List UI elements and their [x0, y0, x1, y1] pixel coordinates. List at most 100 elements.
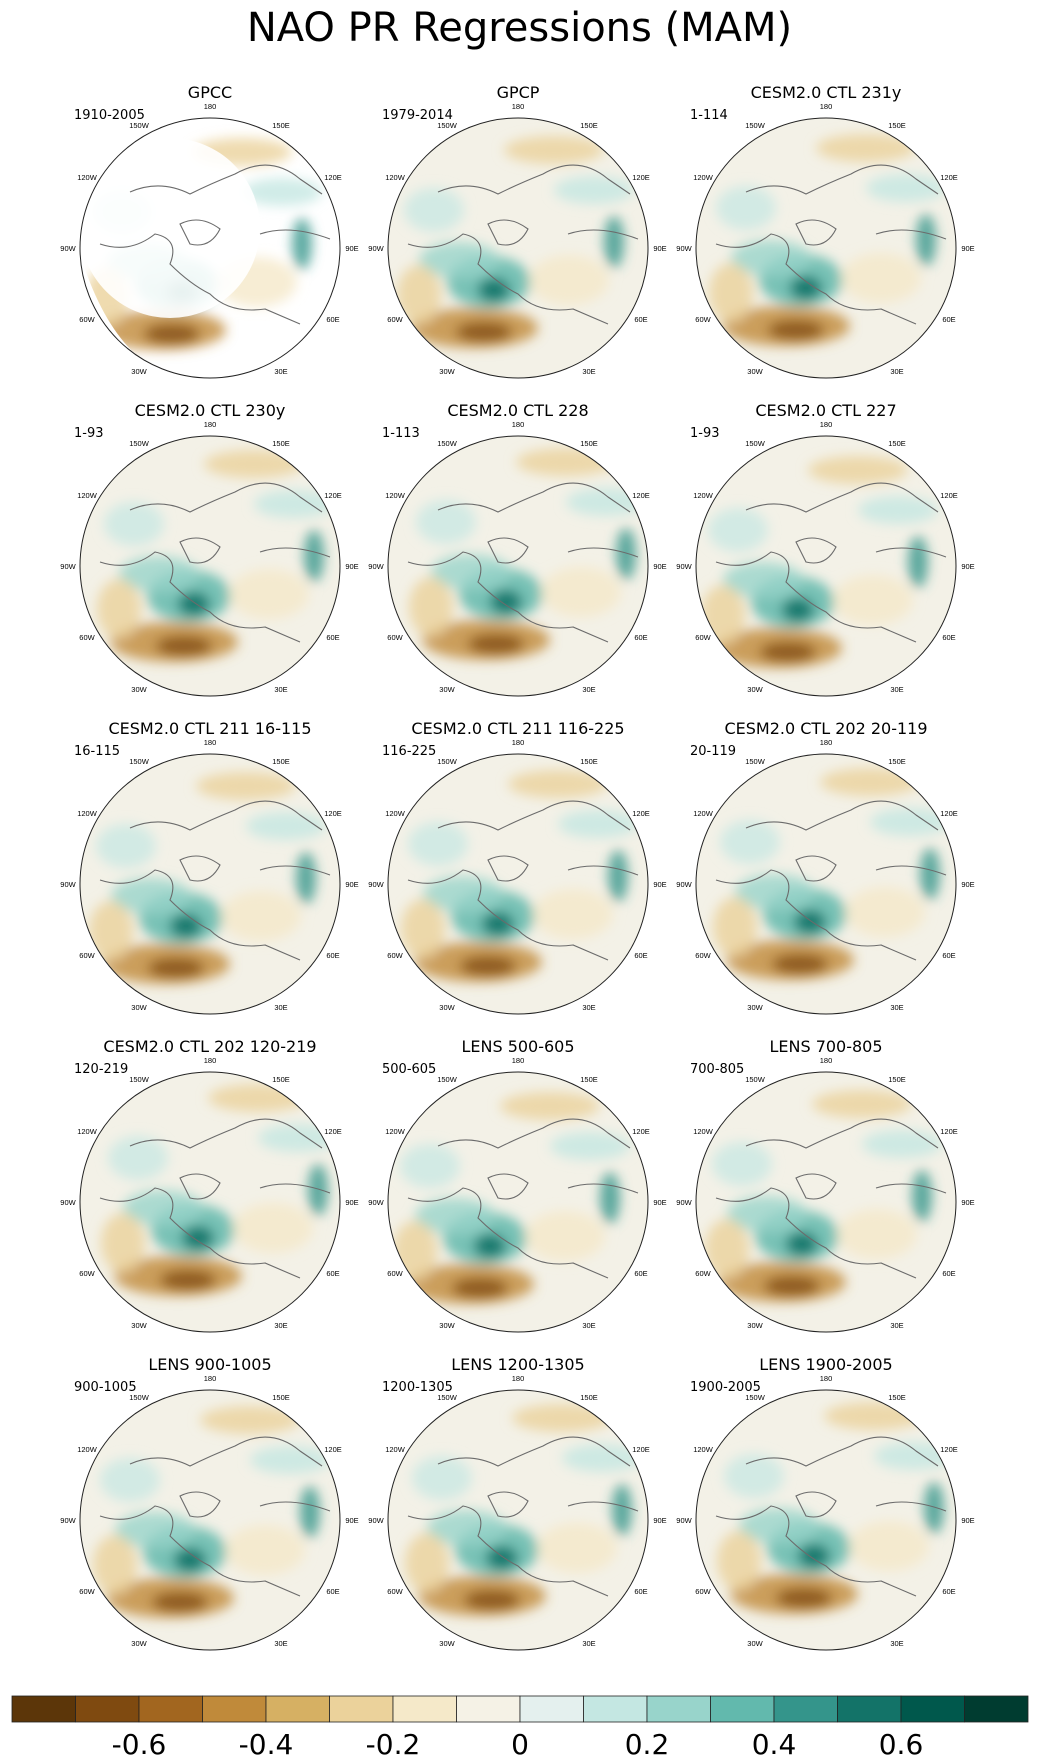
precip-anomaly-shade [401, 899, 445, 959]
longitude-label: 120W [693, 1445, 714, 1454]
longitude-label: 120W [693, 809, 714, 818]
precip-anomaly-shade [533, 889, 613, 939]
longitude-label: 60E [634, 1269, 647, 1278]
colorbar-swatch [392, 1695, 457, 1723]
longitude-label: 60W [387, 1269, 403, 1278]
precip-anomaly-shade [794, 910, 826, 934]
longitude-label: 30W [747, 1321, 763, 1330]
precip-anomaly-shade [468, 634, 524, 654]
coastline [407, 164, 639, 325]
precip-anomaly-shade [431, 554, 511, 590]
longitude-label: 90W [676, 880, 692, 889]
map-boundary [79, 1071, 341, 1333]
precip-anomaly-shade [101, 1213, 145, 1273]
precip-anomaly-shade [416, 500, 476, 544]
panel-title: CESM2.0 CTL 211 116-225 [411, 719, 625, 738]
longitude-label: 90W [368, 1516, 384, 1525]
colorbar-swatch [265, 1695, 330, 1723]
longitude-label: 90E [961, 562, 974, 571]
longitude-label: 180 [820, 1374, 833, 1383]
longitude-label: 30E [890, 1003, 903, 1012]
precip-anomaly-shade [920, 848, 940, 900]
longitude-label: 150E [580, 757, 598, 766]
precip-anomaly-shade [786, 1232, 818, 1256]
precip-anomaly-shade [96, 824, 156, 868]
colorbar-tick-label: 0.6 [879, 1728, 924, 1758]
longitude-label: 180 [820, 1056, 833, 1065]
longitude-label: 90E [653, 562, 666, 571]
panel-years-label: 700-805 [690, 1062, 745, 1077]
longitude-label: 60E [942, 1269, 955, 1278]
precip-anomaly-shade [196, 772, 296, 800]
precip-anomaly-shade [841, 253, 921, 303]
panel-years-label: 16-115 [74, 744, 121, 759]
precip-anomaly-shade [119, 556, 199, 592]
map-boundary [387, 117, 649, 379]
panel-title: CESM2.0 CTL 227 [755, 401, 897, 420]
map-panel: LENS 900-1005 900-1005 180 150E 120E 90E 60E 30… [60, 1356, 360, 1656]
longitude-label: 150W [129, 121, 150, 130]
panel-years-label: 900-1005 [74, 1380, 137, 1395]
longitude-label: 60E [326, 633, 339, 642]
map-boundary [387, 435, 649, 697]
longitude-label: 60E [634, 633, 647, 642]
precip-anomaly-shade [858, 496, 938, 524]
longitude-label: 30W [747, 1003, 763, 1012]
map-panel: CESM2.0 CTL 211 116-225 116-225 180 150E 120… [368, 720, 668, 1020]
longitude-label: 60E [942, 633, 955, 642]
precip-anomaly-shade [727, 1196, 807, 1232]
precip-anomaly-shade [812, 1090, 912, 1118]
precip-anomaly-shade [400, 1144, 460, 1188]
map-panel: CESM2.0 CTL 202 120-219 120-219 180 150E 120… [60, 1038, 360, 1338]
coastline [407, 482, 639, 643]
colorbar-swatch [646, 1695, 711, 1723]
longitude-label: 120E [940, 1127, 958, 1136]
precip-anomaly-shade [604, 216, 624, 268]
colorbar-swatch [900, 1695, 965, 1723]
longitude-label: 90E [653, 1516, 666, 1525]
precip-anomaly-shade [178, 592, 210, 616]
panel-years-label: 1200-1305 [382, 1380, 453, 1395]
longitude-label: 150W [745, 1075, 766, 1084]
longitude-label: 150W [437, 1393, 458, 1402]
longitude-label: 150E [888, 757, 906, 766]
map-boundary [695, 1071, 957, 1333]
longitude-label: 120W [693, 491, 714, 500]
longitude-label: 180 [512, 738, 525, 747]
map-boundary [387, 1071, 649, 1333]
precip-anomaly-shade [250, 1446, 330, 1474]
longitude-label: 30E [890, 1321, 903, 1330]
coastline [407, 800, 639, 961]
precip-anomaly-shade [460, 956, 516, 976]
panel-title: GPCC [187, 83, 233, 102]
precip-anomaly-shade [208, 1084, 308, 1112]
precip-anomaly-shade [849, 1521, 929, 1571]
precip-anomaly-shade [616, 528, 636, 580]
precip-anomaly-shade [798, 1544, 830, 1568]
polar-map: 180150E120E90E60E30E030W60W90W120W150W [676, 1056, 975, 1333]
precip-anomaly-shade [308, 1164, 328, 1216]
longitude-label: 150W [745, 1393, 766, 1402]
panel-title: LENS 700-805 [769, 1037, 883, 1056]
coastline [99, 1436, 331, 1597]
longitude-label: 60W [695, 951, 711, 960]
longitude-label: 60E [942, 1587, 955, 1596]
precip-anomaly-shade [456, 322, 512, 342]
precip-anomaly-shade [554, 176, 634, 204]
precip-anomaly-shade [764, 1276, 820, 1296]
longitude-label: 180 [204, 420, 217, 429]
precip-anomaly-shade [409, 577, 453, 637]
longitude-label: 120W [77, 173, 98, 182]
longitude-label: 150W [437, 439, 458, 448]
precip-anomaly-shade [115, 1512, 195, 1548]
longitude-label: 120E [940, 1445, 958, 1454]
longitude-label: 150E [580, 1075, 598, 1084]
precip-anomaly-shade [500, 1092, 600, 1120]
colorbar-tick-label: 0.2 [625, 1728, 670, 1758]
longitude-label: 120W [77, 809, 98, 818]
longitude-label: 30E [274, 1639, 287, 1648]
map-panel: CESM2.0 CTL 231y 1-114 180 150E 120E 90E 60E 30… [676, 84, 976, 384]
longitude-label: 120W [77, 491, 98, 500]
longitude-label: 90W [60, 1516, 76, 1525]
panel-title: LENS 1200-1305 [451, 1355, 585, 1374]
